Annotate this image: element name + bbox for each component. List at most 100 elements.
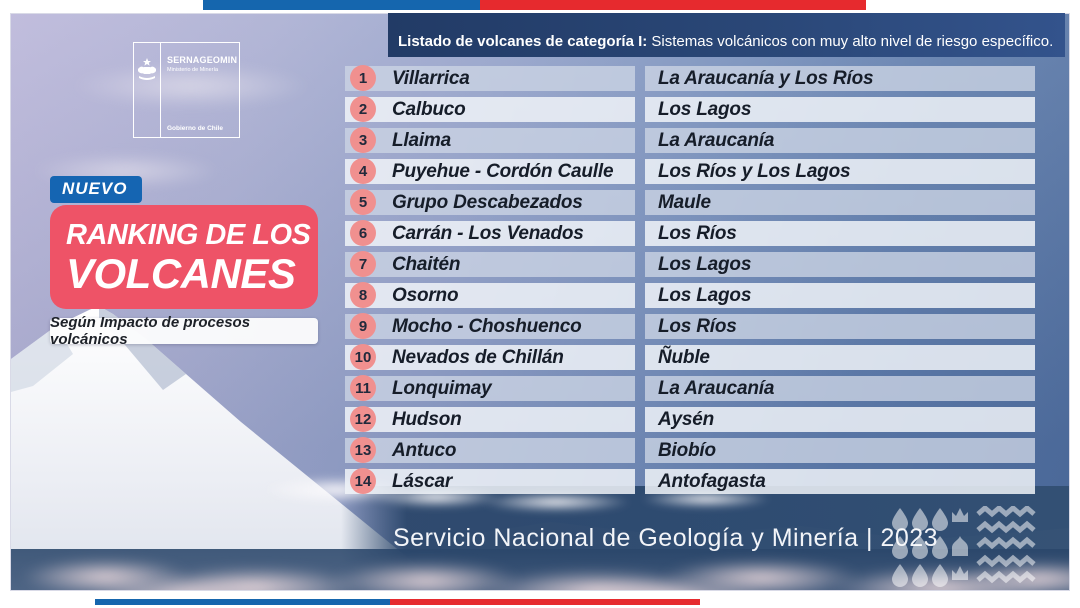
table-row: 11 Lonquimay La Araucanía (345, 375, 1035, 401)
table-row: 12 Hudson Aysén (345, 406, 1035, 432)
region-name: La Araucanía (658, 130, 775, 151)
region-cell: Ñuble (645, 345, 1035, 370)
cloud (561, 581, 771, 590)
volcano-name: Hudson (392, 409, 462, 430)
volcano-cell: 7 Chaitén (345, 251, 635, 277)
region-name: Los Lagos (658, 99, 752, 120)
volcano-cell: 5 Grupo Descabezados (345, 189, 635, 215)
rank-number: 9 (358, 317, 368, 335)
region-cell: Biobío (645, 438, 1035, 463)
volcano-name: Chaitén (392, 254, 461, 275)
rank-number: 14 (354, 472, 372, 490)
subtitle: Según Impacto de procesos volcánicos (50, 314, 318, 348)
volcano-cell: 11 Lonquimay (345, 375, 635, 401)
droplet-grid-icon (892, 508, 948, 587)
nuevo-badge: NUEVO (50, 176, 143, 203)
region-name: Los Lagos (658, 285, 752, 306)
rank-number: 4 (358, 162, 368, 180)
region-name: La Araucanía y Los Ríos (658, 68, 874, 89)
table-row: 7 Chaitén Los Lagos (345, 251, 1035, 277)
table-row: 9 Mocho - Choshuenco Los Ríos (345, 313, 1035, 339)
volcano-ranking-table: 1 Villarrica La Araucanía y Los Ríos 2 C… (345, 65, 1035, 500)
volcano-cell: 13 Antuco (345, 437, 635, 463)
region-cell: Maule (645, 190, 1035, 215)
volcano-cell: 3 Llaima (345, 127, 635, 153)
rank-badge: 8 (350, 282, 376, 308)
volcano-cell: 2 Calbuco (345, 96, 635, 122)
volcano-name: Láscar (392, 471, 453, 492)
volcano-name: Llaima (392, 130, 451, 151)
volcano-name: Lonquimay (392, 378, 492, 399)
snow-ridge-highlight (481, 492, 631, 512)
volcano-cell: 6 Carrán - Los Venados (345, 220, 635, 246)
region-name: Biobío (658, 440, 716, 461)
rank-number: 2 (358, 100, 368, 118)
region-name: Los Ríos (658, 223, 737, 244)
rank-badge: 1 (350, 65, 376, 91)
region-cell: Los Lagos (645, 252, 1035, 277)
list-header-bar: Listado de volcanes de categoría I: Sist… (388, 13, 1065, 57)
crown-column-icon (952, 508, 968, 580)
region-cell: Los Lagos (645, 97, 1035, 122)
volcano-name: Villarrica (392, 68, 470, 89)
rank-badge: 14 (350, 468, 376, 494)
sernageomin-logo: SERNAGEOMIN Ministerio de Minería Gobier… (133, 42, 240, 138)
table-row: 1 Villarrica La Araucanía y Los Ríos (345, 65, 1035, 91)
coat-of-arms-icon (134, 43, 161, 137)
region-name: La Araucanía (658, 378, 775, 399)
region-name: Los Lagos (658, 254, 752, 275)
volcano-name: Grupo Descabezados (392, 192, 583, 213)
region-cell: Los Ríos y Los Lagos (645, 159, 1035, 184)
table-row: 5 Grupo Descabezados Maule (345, 189, 1035, 215)
title-line-1: RANKING DE LOS (66, 219, 311, 251)
bottom-bar-blue (95, 599, 390, 605)
rank-badge: 2 (350, 96, 376, 122)
rank-number: 5 (358, 193, 368, 211)
volcano-name: Mocho - Choshuenco (392, 316, 582, 337)
footer-brand-pattern (892, 506, 1042, 587)
rank-badge: 6 (350, 220, 376, 246)
region-name: Los Ríos (658, 316, 737, 337)
region-cell: La Araucanía (645, 128, 1035, 153)
table-row: 4 Puyehue - Cordón Caulle Los Ríos y Los… (345, 158, 1035, 184)
table-row: 2 Calbuco Los Lagos (345, 96, 1035, 122)
rank-badge: 4 (350, 158, 376, 184)
rank-number: 13 (354, 441, 372, 459)
table-row: 14 Láscar Antofagasta (345, 468, 1035, 494)
volcano-cell: 12 Hudson (345, 406, 635, 432)
region-name: Antofagasta (658, 471, 766, 492)
volcano-name: Calbuco (392, 99, 466, 120)
region-name: Maule (658, 192, 711, 213)
footer-caption: Servicio Nacional de Geología y Minería … (393, 524, 939, 552)
region-cell: La Araucanía y Los Ríos (645, 66, 1035, 91)
table-row: 6 Carrán - Los Venados Los Ríos (345, 220, 1035, 246)
rank-badge: 7 (350, 251, 376, 277)
title-line-2: VOLCANES (66, 250, 296, 297)
table-row: 8 Osorno Los Lagos (345, 282, 1035, 308)
rank-badge: 12 (350, 406, 376, 432)
region-name: Los Ríos y Los Lagos (658, 161, 851, 182)
table-row: 3 Llaima La Araucanía (345, 127, 1035, 153)
snow-ridge-highlight (641, 490, 771, 508)
table-row: 13 Antuco Biobío (345, 437, 1035, 463)
volcano-name: Antuco (392, 440, 457, 461)
region-cell: Antofagasta (645, 469, 1035, 494)
volcano-name: Carrán - Los Venados (392, 223, 584, 244)
rank-number: 8 (358, 286, 368, 304)
region-cell: Aysén (645, 407, 1035, 432)
rank-number: 3 (358, 131, 368, 149)
rank-number: 7 (358, 255, 368, 273)
region-cell: Los Lagos (645, 283, 1035, 308)
volcano-cell: 14 Láscar (345, 468, 635, 494)
region-cell: La Araucanía (645, 376, 1035, 401)
rank-badge: 13 (350, 437, 376, 463)
volcano-cell: 10 Nevados de Chillán (345, 344, 635, 370)
cloud (71, 64, 311, 108)
rank-badge: 3 (350, 127, 376, 153)
rank-number: 12 (354, 410, 372, 428)
volcano-name: Puyehue - Cordón Caulle (392, 161, 614, 182)
rank-badge: 5 (350, 189, 376, 215)
rank-badge: 11 (350, 375, 376, 401)
volcano-name: Osorno (392, 285, 459, 306)
top-bar-blue (203, 0, 480, 10)
